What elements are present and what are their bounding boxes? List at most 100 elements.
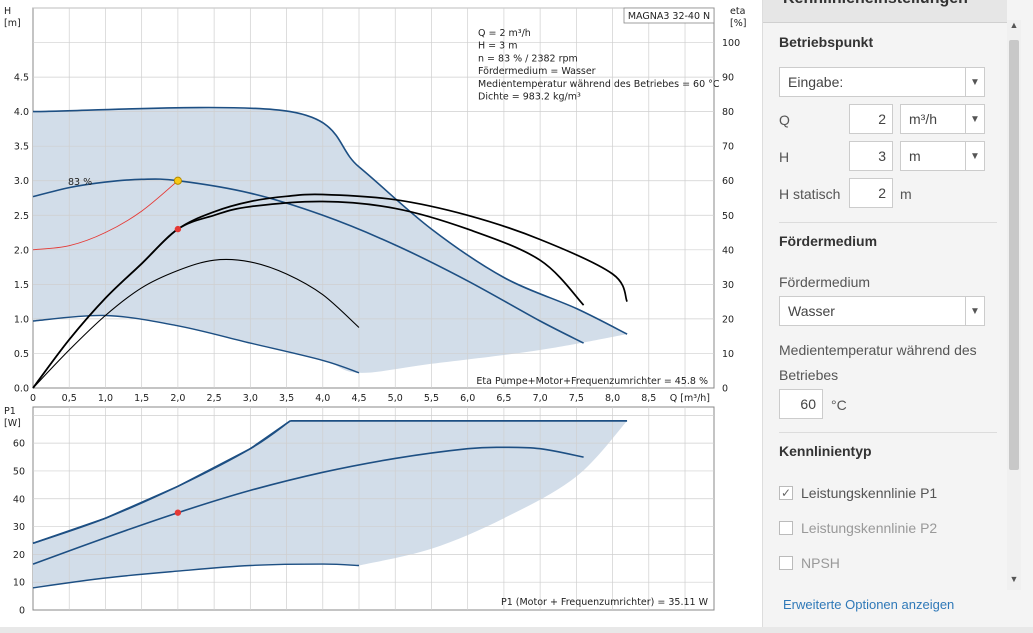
- checkbox-power-p2[interactable]: [779, 521, 793, 535]
- x-tick-label: 3,0: [243, 393, 258, 404]
- h-input[interactable]: 3: [849, 141, 893, 171]
- series-line-power-min: [32, 563, 360, 589]
- temperature-input[interactable]: 60: [779, 389, 823, 419]
- power-note: P1 (Motor + Frequenzumrichter) = 35.11 W: [501, 597, 709, 608]
- advanced-options-link[interactable]: Erweiterte Optionen anzeigen: [783, 597, 955, 612]
- info-line: Q = 2 m³/h: [478, 28, 531, 39]
- series-line-power-83: [32, 446, 584, 565]
- y-tick-label: 2.0: [14, 245, 29, 256]
- y2-tick-label: 60: [722, 176, 734, 187]
- chevron-down-icon: ▼: [965, 297, 984, 325]
- pump-curve-chart: 0.0 0.5 1.0 1.5 2.0 2.5 3.0 3.5 4.0 4.5 0 10 20 30 40 5…: [4, 6, 746, 617]
- info-line: n = 83 % / 2382 rpm: [478, 53, 578, 64]
- y2-tick-label: 0: [722, 384, 728, 395]
- y2-tick-label: 20: [722, 314, 734, 325]
- power-y-tick-label: 60: [13, 439, 25, 450]
- chart-title-box: [623, 7, 715, 24]
- y2-tick-label: 40: [722, 245, 734, 256]
- x-tick-label: 8,5: [641, 393, 656, 404]
- scroll-thumb[interactable]: [1009, 40, 1019, 470]
- y-tick-label: 4.0: [14, 107, 29, 118]
- head-envelope-area: [33, 107, 628, 373]
- y2-tick-label: 80: [722, 107, 734, 118]
- checkbox-power-p1[interactable]: ✓: [779, 486, 793, 500]
- scroll-down-icon[interactable]: ▼: [1009, 574, 1019, 584]
- series-line-power-max: [32, 420, 291, 545]
- y2-tick-label: 10: [722, 349, 734, 360]
- power-y-tick-label: 30: [13, 522, 25, 533]
- chevron-down-icon: ▼: [965, 68, 984, 96]
- x-tick-label: 4,5: [351, 393, 366, 404]
- chevron-down-icon: ▼: [965, 105, 984, 133]
- bottom-bar: [0, 627, 1033, 633]
- x-axis-label: Q [m³/h]: [670, 393, 710, 404]
- x-tick-label: 7,0: [533, 393, 548, 404]
- medium-select[interactable]: Wasser ▼: [779, 296, 985, 326]
- series-line-envelope-max: [32, 106, 628, 335]
- x-tick-label: 0,5: [62, 393, 77, 404]
- chevron-down-icon: ▼: [965, 142, 984, 170]
- panel-scrollbar[interactable]: ▲ ▼: [1007, 20, 1021, 590]
- checkbox-power-p1-label: Leistungskennlinie P1: [801, 485, 938, 501]
- h-static-label: H statisch: [779, 186, 841, 202]
- y-tick-label: 3.0: [14, 176, 29, 187]
- power-y-tick-label: 10: [13, 578, 25, 589]
- power-y-tick-label: 40: [13, 494, 25, 505]
- medium-value: Wasser: [788, 303, 835, 319]
- y-tick-label: 3.5: [14, 142, 29, 153]
- scroll-up-icon[interactable]: ▲: [1009, 20, 1019, 30]
- x-tick-label: 4,0: [315, 393, 330, 404]
- y-tick-label: 0.5: [14, 349, 29, 360]
- y-tick-label: 1.5: [14, 280, 29, 291]
- x-tick-label: 1,5: [134, 393, 149, 404]
- info-line: Medientemperatur während des Betriebes =…: [478, 79, 720, 90]
- panel-header-title: Kennlinieneinstellungen: [783, 0, 968, 8]
- section-title-medium: Fördermedium: [779, 233, 878, 249]
- chart-title: MAGNA3 32-40 N: [628, 11, 710, 22]
- x-tick-label: 6,5: [496, 393, 511, 404]
- q-unit-select[interactable]: m³/h ▼: [900, 104, 985, 134]
- operating-point-power: [174, 509, 182, 516]
- operating-point-head: [173, 176, 182, 185]
- series-line-eta-83: [32, 200, 585, 389]
- x-tick-label: 1,0: [98, 393, 113, 404]
- power-y-tick-label: 20: [13, 550, 25, 561]
- temperature-label-line2: Betriebes: [779, 367, 839, 383]
- y2-tick-label: 70: [722, 142, 734, 153]
- pump-chart-area: 0.0 0.5 1.0 1.5 2.0 2.5 3.0 3.5 4.0 4.5 0 10 20 30 40 5…: [4, 6, 747, 617]
- y2-axis-label: eta: [730, 6, 745, 17]
- y-tick-label: 2.5: [14, 211, 29, 222]
- info-line: Fördermedium = Wasser: [478, 66, 596, 77]
- input-mode-value: Eingabe:: [788, 74, 844, 90]
- h-unit-select[interactable]: m ▼: [900, 141, 985, 171]
- y2-tick-label: 50: [722, 211, 734, 222]
- y-axis-label: H: [4, 6, 11, 17]
- curve-label-83: 83 %: [68, 177, 92, 188]
- x-tick-label: 2,5: [207, 393, 222, 404]
- x-tick-label: 0: [30, 393, 36, 404]
- medium-label: Fördermedium: [779, 274, 871, 290]
- series-line-eta-min: [32, 258, 360, 389]
- y2-tick-label: 30: [722, 280, 734, 291]
- y2-axis-unit: [%]: [730, 18, 746, 29]
- checkbox-npsh[interactable]: [779, 556, 793, 570]
- divider: [779, 432, 997, 433]
- h-static-unit: m: [900, 186, 912, 202]
- temperature-label-line1: Medientemperatur während des: [779, 342, 977, 358]
- section-title-curve-type: Kennlinientyp: [779, 443, 872, 459]
- y-tick-label: 4.5: [14, 73, 29, 84]
- panel-header: Kennlinieneinstellungen: [763, 0, 1007, 23]
- input-mode-select[interactable]: Eingabe: ▼: [779, 67, 985, 97]
- power-y-tick-label: 0: [19, 606, 25, 617]
- checkbox-power-p2-label: Leistungskennlinie P2: [801, 520, 938, 536]
- operating-point-eta: [174, 225, 182, 233]
- efficiency-note: Eta Pumpe+Motor+Frequenzumrichter = 45.8…: [476, 376, 708, 387]
- q-unit-value: m³/h: [909, 111, 937, 127]
- x-tick-label: 5,0: [388, 393, 403, 404]
- q-input[interactable]: 2: [849, 104, 893, 134]
- checkbox-npsh-label: NPSH: [801, 555, 840, 571]
- h-static-input[interactable]: 2: [849, 178, 893, 208]
- y2-tick-label: 100: [722, 38, 740, 49]
- x-tick-label: 5,5: [424, 393, 439, 404]
- h-unit-value: m: [909, 148, 921, 164]
